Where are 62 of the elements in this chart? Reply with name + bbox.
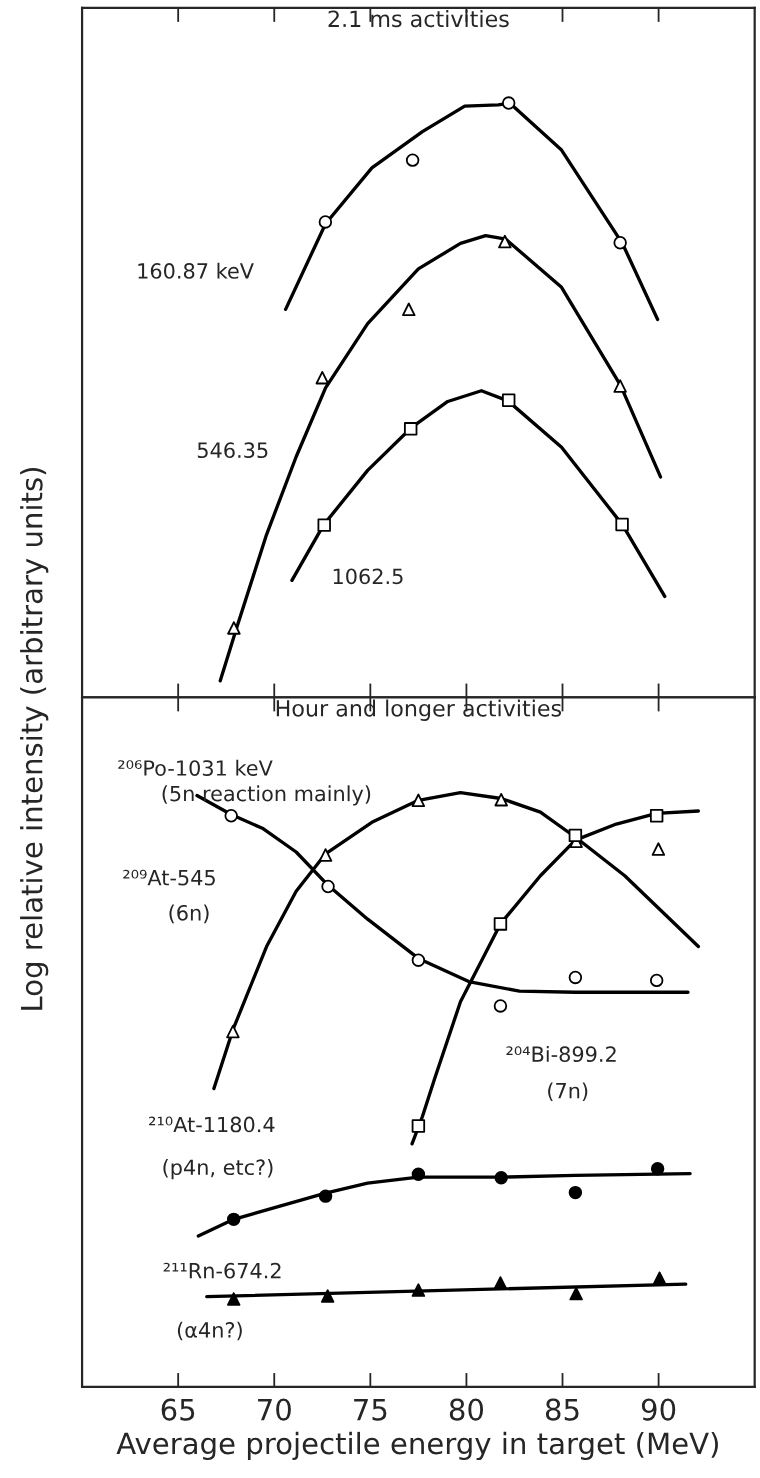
point [568,970,583,985]
point [650,1162,665,1176]
point [649,973,664,988]
point [498,234,512,249]
x-tick-label: 80 [449,1398,484,1421]
annotation: ²⁰⁴Bi-899.2 [506,1045,616,1063]
point [411,1119,426,1133]
point [649,809,664,823]
point [315,370,330,385]
point [494,792,508,807]
annotation: (5n reaction mainly) [162,785,371,806]
point [568,828,583,843]
point [501,393,516,407]
point [494,1171,508,1185]
point [615,517,629,532]
point [321,879,335,894]
point [318,215,333,229]
point [411,953,426,967]
point [411,1167,426,1181]
chart-title: 2.1 ms activities [328,9,509,28]
point [493,1276,508,1290]
annotation: 160.87 keV [138,262,254,279]
point [226,1212,241,1227]
x-tick-label: 85 [545,1398,579,1421]
annotation: (p4n, etc?) [163,1159,273,1180]
point [651,842,666,856]
chart-title: Hour and longer activities [276,699,562,721]
point [318,1189,333,1203]
point [405,153,420,167]
point [318,848,333,862]
point [652,1271,667,1285]
point [568,1185,583,1200]
annotation: ²⁰⁹At-545 [123,869,215,886]
annotation: 546.35 [197,442,268,459]
point [226,1292,241,1306]
point [320,1289,335,1303]
point [501,96,516,110]
point [493,999,508,1013]
x-tick-label: 90 [641,1398,676,1421]
annotation: ²¹¹Rn-674.2 [163,1262,281,1279]
text: ²⁰⁶Po-1031 keV [118,759,273,776]
y-axis-title: Log relative intensity (arbitrary units) [20,467,49,1010]
point [493,917,508,931]
annotation: (7n) [548,1082,588,1102]
point [226,1024,240,1039]
point [613,379,627,393]
point [411,793,426,808]
annotation: (6n) [169,904,209,924]
annotation: (α4n?) [177,1321,242,1341]
x-tick-label: 70 [258,1398,291,1421]
annotation: ²¹⁰At-1180.4 [149,1116,275,1133]
point [569,1286,583,1301]
x-tick-label: 65 [161,1398,195,1421]
point [227,621,241,635]
point [224,809,238,823]
x-axis-title: Average projectile energy in target (MeV) [116,1431,718,1461]
annotation: 1062.5 [333,568,403,585]
x-tick-label: 75 [354,1398,387,1421]
point [403,422,418,436]
point [317,518,331,532]
point [613,236,627,250]
point [411,1283,426,1297]
